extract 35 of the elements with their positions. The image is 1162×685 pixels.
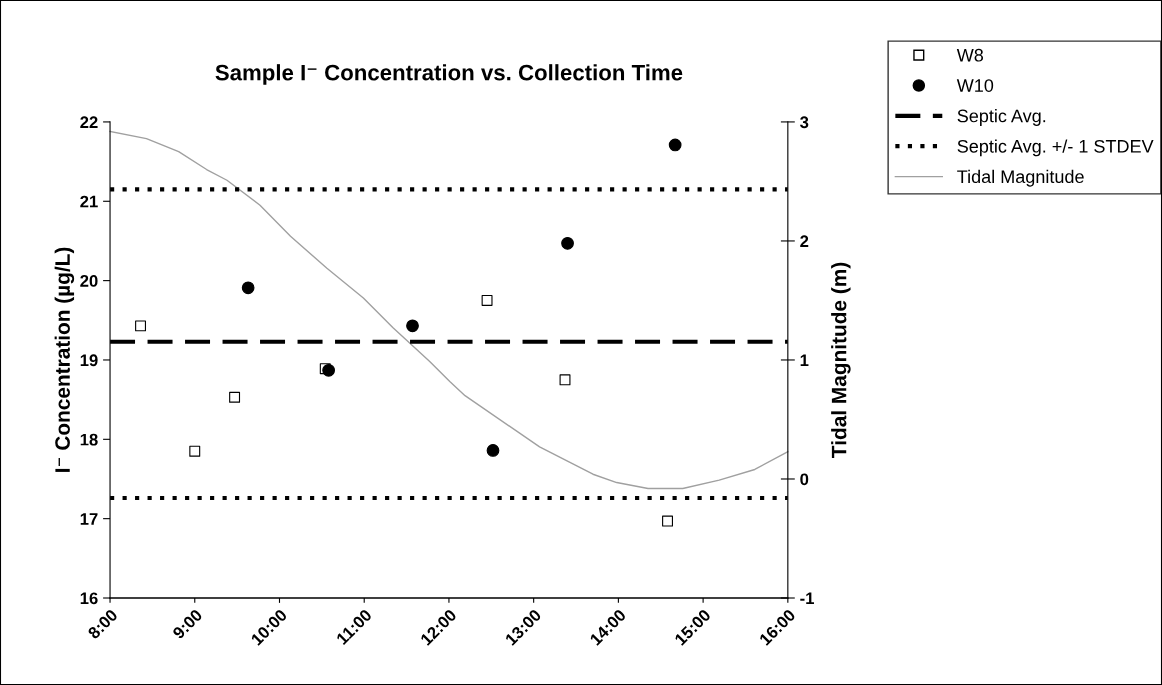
y-tick-label: 21: [80, 195, 98, 208]
y2-tick-label: -1: [800, 592, 814, 605]
point: [561, 236, 574, 250]
y-tick-label: 17: [80, 513, 98, 525]
x-tick-label: 9:00: [171, 608, 203, 640]
point: [662, 515, 673, 527]
y-tick-label: 19: [80, 354, 98, 367]
y2-tick-label: 2: [800, 235, 809, 247]
legend-label: W10: [956, 79, 994, 92]
legend-label: Septic Avg. +/- 1 STDEV: [957, 139, 1154, 157]
point: [322, 363, 335, 377]
point: [486, 444, 500, 457]
point: [481, 294, 493, 306]
legend-label: W8: [956, 48, 984, 62]
point: [559, 374, 571, 386]
y-tick-label: 20: [80, 275, 98, 287]
point: [668, 138, 682, 152]
legend-label: Septic Avg.: [957, 109, 1046, 126]
point: [135, 320, 147, 332]
y2-tick-label: 1: [800, 354, 809, 367]
legend-label: Tidal Magnitude: [957, 169, 1084, 187]
y2-tick-label: 3: [800, 116, 809, 129]
line-series: [109, 130, 789, 490]
y-tick-label: 18: [80, 433, 98, 446]
y2-axis-title: Tidal Magnitude (m): [831, 262, 851, 458]
point: [319, 363, 331, 375]
point: [406, 319, 419, 333]
y-axis-title: I⁻ Concentration (µg/L): [54, 247, 75, 472]
point: [241, 281, 255, 295]
chart-title: Sample I⁻ Concentration vs. Collection Time: [215, 64, 683, 85]
y-tick-label: 16: [80, 592, 98, 605]
y2-tick-label: 0: [800, 473, 809, 486]
y-tick-label: 22: [80, 116, 98, 128]
point: [189, 445, 201, 457]
point: [229, 391, 241, 403]
